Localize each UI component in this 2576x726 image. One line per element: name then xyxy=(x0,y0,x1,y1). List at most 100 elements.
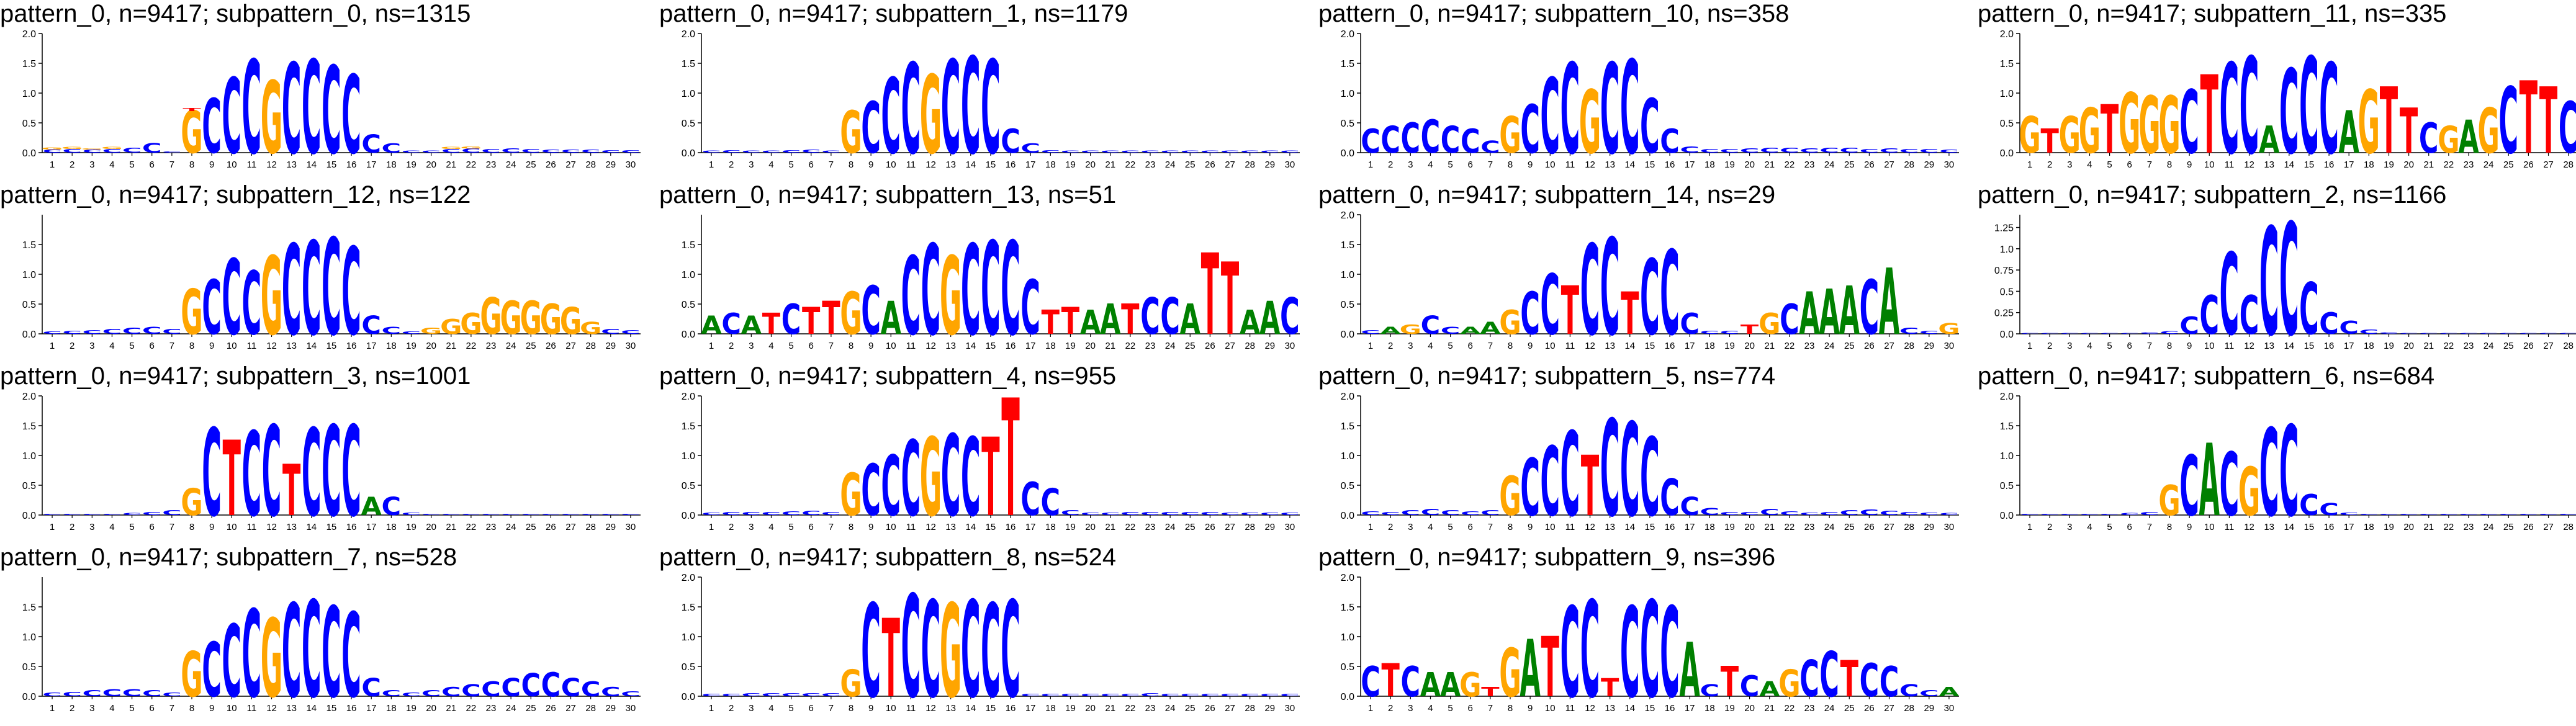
logo-letter-C: C xyxy=(302,34,322,179)
x-tick-label: 25 xyxy=(1185,341,1196,351)
x-tick-label: 17 xyxy=(2344,522,2354,532)
x-tick-label: 8 xyxy=(1508,522,1513,532)
x-tick-label: 8 xyxy=(2167,159,2172,170)
y-tick-label: 0.5 xyxy=(22,481,36,491)
svg-text:C: C xyxy=(1919,688,1939,698)
svg-text:G: G xyxy=(560,300,582,343)
svg-text:C: C xyxy=(2259,405,2279,541)
logo-letter-C: C xyxy=(981,34,1001,179)
x-tick-label: 4 xyxy=(768,159,773,170)
y-tick-label: 0.0 xyxy=(22,329,36,340)
logo-letter-C: C xyxy=(941,34,961,179)
y-tick-label: 0.0 xyxy=(2000,511,2014,521)
logo-letter-C: C xyxy=(162,328,182,335)
logo-letter-T: T xyxy=(1561,274,1580,350)
svg-text:C: C xyxy=(461,148,481,155)
logo-letter-C: C xyxy=(1240,693,1260,697)
x-tick-label: 21 xyxy=(1105,522,1115,532)
x-tick-label: 14 xyxy=(1624,341,1635,351)
svg-text:T: T xyxy=(223,419,241,539)
logo-letter-C: C xyxy=(1720,330,1740,335)
svg-text:C: C xyxy=(2120,333,2140,334)
x-tick-label: 16 xyxy=(2324,341,2335,351)
svg-text:G: G xyxy=(2158,477,2180,525)
svg-text:C: C xyxy=(2240,30,2259,179)
y-tick-label: 0.5 xyxy=(1341,119,1354,129)
svg-text:A: A xyxy=(1180,296,1201,344)
panel-title: pattern_0, n=9417; subpattern_10, ns=358 xyxy=(1318,0,1790,27)
svg-text:C: C xyxy=(2120,513,2140,516)
svg-text:C: C xyxy=(541,149,561,154)
logo-letter-C: C xyxy=(341,401,361,541)
svg-text:T: T xyxy=(1541,621,1560,717)
logo-letter-C: C xyxy=(402,692,421,697)
logo-letter-C: C xyxy=(1061,150,1081,153)
x-tick-label: 29 xyxy=(1924,522,1934,532)
logo-letter-C: C xyxy=(2199,284,2219,346)
logo-letter-C: C xyxy=(801,510,821,517)
logo-letter-C: C xyxy=(1880,658,1899,706)
logo-letter-T: T xyxy=(1121,296,1139,344)
svg-text:C: C xyxy=(282,578,302,722)
logo-letter-G: G xyxy=(2119,77,2140,173)
logo-letter-C: C xyxy=(1220,693,1240,697)
svg-text:C: C xyxy=(83,149,102,154)
x-tick-label: 12 xyxy=(925,341,936,351)
svg-text:C: C xyxy=(2299,30,2319,179)
x-tick-label: 9 xyxy=(209,522,214,532)
x-tick-label: 13 xyxy=(2264,341,2274,351)
logo-letter-C: C xyxy=(2100,333,2120,334)
x-tick-label: 12 xyxy=(266,522,277,532)
svg-text:C: C xyxy=(701,150,721,153)
x-tick-label: 7 xyxy=(829,159,834,170)
x-tick-label: 1 xyxy=(2027,522,2032,532)
svg-text:C: C xyxy=(142,325,162,336)
svg-text:C: C xyxy=(1839,509,1859,516)
x-tick-label: 19 xyxy=(406,703,417,714)
logo-plot: 0.00.51.01.52.01 2 3 4 5 6 7 8 9 10 11 12 13 14 15 16 17… xyxy=(2000,392,2576,541)
x-tick-label: 30 xyxy=(1285,522,1295,532)
x-tick-label: 8 xyxy=(189,703,194,714)
svg-text:C: C xyxy=(2498,514,2518,516)
x-tick-label: 28 xyxy=(2563,522,2574,532)
svg-text:C: C xyxy=(421,514,441,516)
svg-text:C: C xyxy=(1880,148,1899,155)
svg-text:C: C xyxy=(2519,514,2539,516)
logo-letter-C: C xyxy=(1839,146,1859,154)
svg-text:G: G xyxy=(2358,73,2380,174)
y-tick-label: 1.0 xyxy=(682,451,695,462)
svg-text:C: C xyxy=(1160,289,1180,346)
x-tick-label: 2 xyxy=(70,159,74,170)
x-tick-label: 14 xyxy=(1624,159,1635,170)
x-tick-label: 13 xyxy=(2264,159,2274,170)
x-tick-label: 29 xyxy=(1264,522,1275,532)
x-tick-label: 4 xyxy=(2087,159,2092,170)
svg-text:C: C xyxy=(2559,514,2576,516)
x-tick-label: 23 xyxy=(1804,522,1815,532)
x-tick-label: 11 xyxy=(2225,341,2235,351)
svg-text:C: C xyxy=(1200,150,1220,153)
logo-letter-T: T xyxy=(1221,241,1239,357)
x-tick-label: 17 xyxy=(366,522,377,532)
logo-letter-T: T xyxy=(981,415,999,540)
logo-letter-C: C xyxy=(1700,681,1720,701)
logo-letter-C: C xyxy=(2419,333,2439,334)
x-tick-label: 24 xyxy=(1824,159,1835,170)
logo-letter-C: C xyxy=(901,419,921,539)
logo-letter-C: C xyxy=(102,148,122,154)
x-tick-label: 29 xyxy=(1924,159,1934,170)
logo-letter-G: G xyxy=(181,640,202,712)
x-tick-label: 29 xyxy=(605,703,616,714)
svg-text:C: C xyxy=(861,88,881,170)
x-tick-label: 18 xyxy=(386,341,397,351)
svg-text:C: C xyxy=(2419,115,2439,163)
x-tick-label: 9 xyxy=(1528,703,1533,714)
logo-letter-C: C xyxy=(1760,507,1780,517)
svg-text:C: C xyxy=(2299,269,2319,351)
x-tick-label: 24 xyxy=(1165,159,1176,170)
x-tick-label: 23 xyxy=(1145,159,1156,170)
svg-text:C: C xyxy=(1160,150,1180,153)
svg-text:C: C xyxy=(1101,512,1120,516)
x-tick-label: 8 xyxy=(189,522,194,532)
x-tick-label: 15 xyxy=(327,703,337,714)
